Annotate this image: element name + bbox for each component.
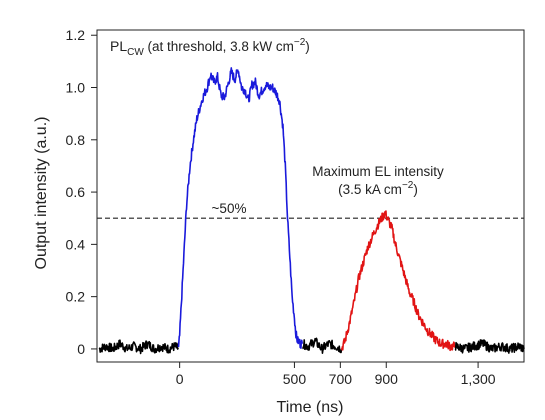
y-axis-label: Output intensity (a.u.) [33, 117, 50, 270]
series-0-line [98, 339, 179, 355]
y-tick-label: 0.2 [66, 289, 86, 305]
x-tick-label: 700 [329, 371, 353, 387]
series-1-line [177, 67, 304, 349]
axis-ticks: 0 500 700 900 1,300 0 0.2 0.4 0.6 0.8 1.0 1.2 [66, 27, 496, 387]
series-4-line [454, 339, 525, 354]
pl-cw-annotation: PLCW (at threshold, 3.8 kW cm−2) [110, 37, 310, 58]
x-tick-label: 0 [176, 371, 184, 387]
plot-frame [96, 29, 525, 363]
y-tick-label: 0.6 [66, 184, 86, 200]
el-annotation-line2: (3.5 kA cm−2) [338, 180, 418, 197]
pl-sub: CW [127, 47, 144, 58]
y-tick-label: 0.8 [66, 132, 86, 148]
y-tick-label: 0 [77, 341, 85, 357]
pl-main: PL [110, 38, 127, 54]
pl-rest: (at threshold, 3.8 kW cm [144, 39, 294, 54]
series-2-line [302, 337, 343, 354]
pl-close: ) [305, 39, 310, 54]
plot-area [96, 29, 525, 363]
el-line2-main: (3.5 kA cm [338, 182, 402, 197]
x-tick-label: 1,300 [461, 371, 496, 387]
el-line2-sup: −2 [402, 180, 414, 191]
y-tick-label: 1.0 [66, 80, 86, 96]
x-axis-label: Time (ns) [277, 399, 344, 416]
pl-sup: −2 [294, 37, 306, 48]
y-tick-label: 1.2 [66, 27, 86, 43]
el-annotation-line1: Maximum EL intensity [312, 164, 444, 179]
half-max-label: ~50% [212, 201, 247, 216]
series-3-line [340, 210, 456, 352]
y-tick-label: 0.4 [66, 236, 86, 252]
x-tick-label: 500 [283, 371, 307, 387]
x-tick-label: 900 [375, 371, 399, 387]
annotations: PLCW (at threshold, 3.8 kW cm−2) Maximum… [110, 37, 444, 216]
el-line2-close: ) [413, 182, 418, 197]
